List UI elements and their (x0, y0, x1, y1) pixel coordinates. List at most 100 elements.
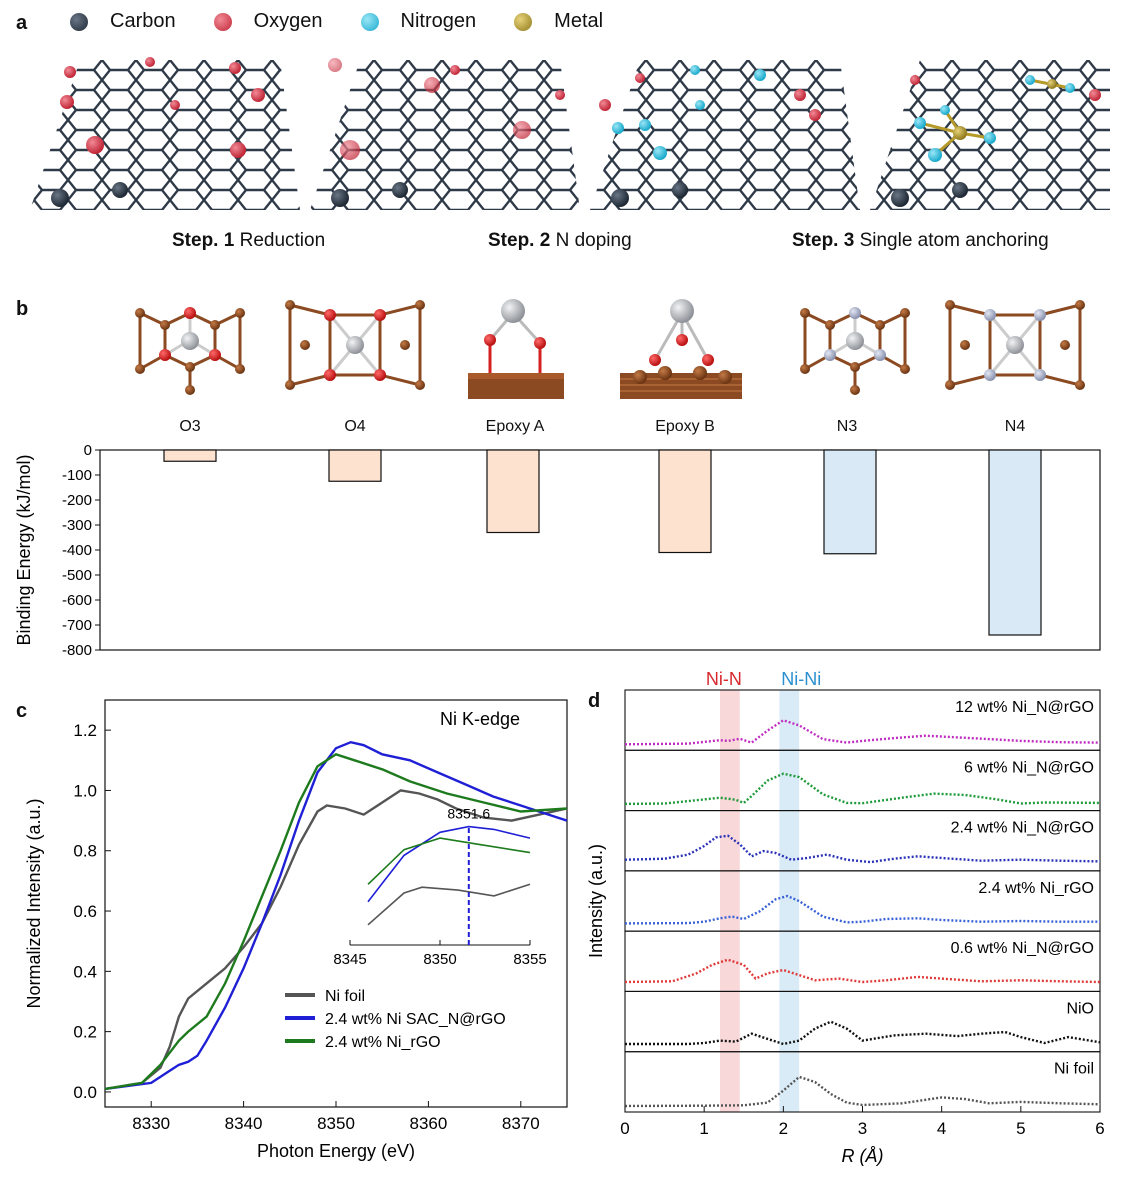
bar-epoxy-a (486, 449, 540, 534)
legend-oxygen: Oxygen (213, 10, 323, 33)
inset-x-tick-label: 8350 (423, 951, 456, 968)
structure-label-o4: O4 (344, 418, 366, 435)
structure-n3-atoms (800, 307, 910, 395)
y-tick-label: -400 (62, 542, 92, 559)
structure-o4-atoms (285, 300, 425, 390)
series-line-1 (104, 740, 568, 1091)
binding-structures (135, 299, 1085, 399)
binding-energy-chart: 0 -100 -200 -300 -400 -500 -600 -700 -800 Binding… (14, 442, 1101, 659)
series-line-5 (625, 1020, 1101, 1046)
structure-label-epoxy-b: Epoxy B (655, 418, 715, 435)
series-label-5: NiO (1066, 1000, 1094, 1017)
structure-label-o3: O3 (179, 418, 201, 435)
x-tick-label: 4 (937, 1119, 946, 1138)
bar-n3 (823, 449, 877, 555)
inset-series-line-2 (367, 837, 531, 885)
step-3-caption: Step. 3 Single atom anchoring (792, 230, 1049, 251)
legend-metal: Metal (514, 10, 603, 33)
bar-o3 (163, 449, 217, 462)
x-tick-label: 8330 (132, 1114, 170, 1133)
carbon-sphere-icon (70, 12, 88, 31)
nitrogen-sphere-icon (360, 12, 379, 31)
y-tick-label: -300 (62, 517, 92, 534)
structure-label-epoxy-a: Epoxy A (485, 418, 545, 435)
x-tick-label: 2 (779, 1119, 788, 1138)
series-line-4 (624, 958, 1101, 984)
band-label-0: Ni-N (706, 669, 742, 689)
inset-peak-label: 8351.6 (447, 806, 490, 822)
panel-d-label: d (588, 690, 601, 712)
legend-label-0: Ni foil (325, 988, 365, 1005)
series-line-3 (624, 894, 1100, 925)
series-label-2: 2.4 wt% Ni_N@rGO (951, 820, 1094, 837)
y-tick-label: -600 (62, 592, 92, 609)
step-2-caption: Step. 2 N doping (488, 230, 632, 251)
series-label-3: 2.4 wt% Ni_rGO (978, 880, 1094, 897)
series-line-2 (624, 834, 1101, 864)
exafs-chart: Ni-N Ni-Ni 12 wt% Ni_N@rGO 6 wt% Ni_N@rGO 2.… (586, 669, 1105, 1166)
series-label-1: 6 wt% Ni_N@rGO (964, 759, 1094, 776)
y-tick-label: -800 (62, 642, 92, 659)
legend-carbon-label: Carbon (110, 10, 176, 32)
structure-epoxy-a (468, 299, 564, 399)
series-label-6: Ni foil (1054, 1061, 1094, 1078)
panel-c-label: c (16, 700, 28, 722)
y-tick-label: 1.2 (73, 721, 97, 740)
y-tick-label: 1.0 (73, 781, 97, 800)
x-axis-label: R (Å) (842, 1146, 884, 1166)
plot-frame (99, 449, 1101, 651)
y-tick-label: 0.4 (73, 962, 97, 981)
graphene-illustrations (30, 57, 1110, 210)
y-tick-label: 0 (84, 442, 92, 459)
inset-series-line-0 (367, 883, 531, 926)
structure-n3 (803, 311, 907, 390)
y-tick-label: -500 (62, 567, 92, 584)
structure-n4-atoms (945, 300, 1085, 390)
x-tick-label: 0 (620, 1119, 629, 1138)
series-line-0 (104, 789, 568, 1091)
y-tick-label: 0.6 (73, 902, 97, 921)
x-tick-label: 5 (1016, 1119, 1025, 1138)
structure-label-n4: N4 (1004, 418, 1026, 435)
x-tick-label: 8360 (409, 1114, 447, 1133)
atom-legend: Carbon Oxygen Nitrogen Metal (70, 10, 641, 33)
series-label-4: 0.6 wt% Ni_N@rGO (951, 940, 1094, 957)
legend-label-2: 2.4 wt% Ni_rGO (325, 1034, 441, 1051)
x-axis-label: Photon Energy (eV) (257, 1141, 415, 1161)
structure-label-n3: N3 (836, 418, 858, 435)
metal-sphere-icon (514, 12, 533, 31)
inset-x-tick-label: 8355 (513, 951, 546, 968)
panel-a-label: a (16, 12, 28, 34)
x-tick-label: 8370 (502, 1114, 540, 1133)
legend-carbon: Carbon (70, 10, 176, 33)
structure-o3-atoms (135, 307, 245, 395)
graphene-sheet-n-doped (590, 60, 860, 210)
x-tick-label: 6 (1095, 1119, 1104, 1138)
bar-epoxy-b (658, 449, 712, 554)
y-tick-label: -100 (62, 467, 92, 484)
structure-epoxy-b (620, 299, 742, 399)
step-1-caption: Step. 1 Reduction (172, 230, 326, 251)
legend-nitrogen-label: Nitrogen (400, 10, 477, 32)
graphene-sheet-single-atom (870, 60, 1110, 210)
series-line-0 (624, 718, 1101, 746)
x-tick-label: 3 (858, 1119, 867, 1138)
y-axis-label: Intensity (a.u.) (586, 844, 606, 958)
y-tick-label: -200 (62, 492, 92, 509)
legend-oxygen-label: Oxygen (253, 10, 323, 32)
band-0 (720, 690, 740, 1112)
series-label-0: 12 wt% Ni_N@rGO (955, 699, 1094, 716)
x-tick-label: 8340 (225, 1114, 263, 1133)
panel-b-label: b (16, 298, 29, 320)
series-line-1 (624, 772, 1101, 806)
y-axis-label: Normalized Intensity (a.u.) (24, 798, 44, 1008)
series-line-2 (104, 752, 568, 1091)
x-tick-label: 8350 (317, 1114, 355, 1133)
xanes-chart: 8330 8340 8350 8360 8370 0.0 0.2 0.4 0.6 0.8 1.0 1.… (24, 699, 568, 1161)
bar-n4 (988, 449, 1042, 636)
series-line-6 (624, 1075, 1101, 1108)
legend-label-1: 2.4 wt% Ni SAC_N@rGO (325, 1011, 506, 1028)
y-tick-label: 0.0 (73, 1083, 97, 1102)
inset-x-tick-label: 8345 (333, 951, 366, 968)
y-tick-label: 0.2 (73, 1023, 97, 1042)
